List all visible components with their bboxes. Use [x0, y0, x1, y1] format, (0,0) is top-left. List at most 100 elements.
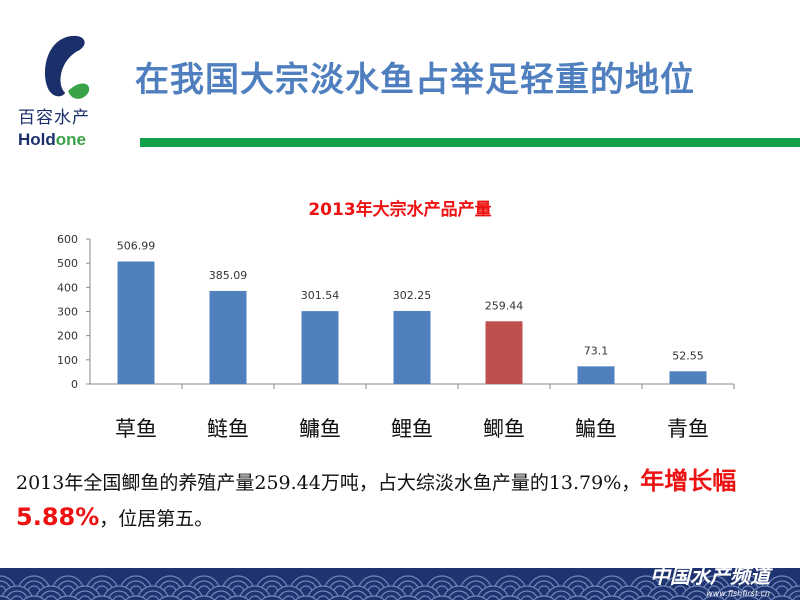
- wave-pattern: [170, 585, 204, 600]
- wave-pattern: [374, 585, 408, 600]
- category-label: 草鱼: [115, 417, 157, 441]
- wave-pattern: [328, 595, 352, 600]
- wave-pattern: [554, 595, 568, 600]
- page-title: 在我国大宗淡水鱼占举足轻重的地位: [135, 60, 695, 100]
- y-tick-label: 600: [57, 233, 78, 246]
- growth-highlight: 年增长幅5.88%: [16, 467, 737, 531]
- wave-pattern: [753, 590, 777, 600]
- wave-pattern: [476, 585, 510, 600]
- wave-pattern: [226, 595, 250, 600]
- chart-title: 2013年大宗水产品产量: [308, 199, 491, 220]
- wave-pattern: [408, 585, 442, 600]
- wave-pattern: [316, 595, 330, 600]
- wave-pattern: [464, 595, 488, 600]
- wave-pattern: [350, 595, 364, 600]
- wave-pattern: [452, 595, 466, 600]
- wave-pattern: [362, 595, 386, 600]
- wave-pattern: [612, 585, 646, 600]
- wave-pattern: [146, 595, 160, 600]
- wave-pattern: [719, 590, 743, 600]
- bar-鲤鱼: [393, 310, 431, 384]
- wave-pattern: [498, 595, 522, 600]
- wave-pattern: [248, 595, 262, 600]
- y-tick-label: 100: [57, 354, 78, 367]
- category-label: 鲢鱼: [207, 417, 249, 441]
- logo-en-text: Holdone: [18, 130, 87, 149]
- wave-pattern: [5, 590, 29, 600]
- data-label: 259.44: [485, 299, 524, 312]
- wave-pattern: [430, 595, 454, 600]
- y-tick-label: 400: [57, 281, 78, 294]
- wave-pattern: [702, 595, 726, 600]
- wave-pattern: [792, 595, 800, 600]
- wave-pattern: [685, 590, 709, 600]
- wave-pattern: [90, 595, 114, 600]
- wave-pattern: [588, 595, 602, 600]
- wave-pattern: [634, 595, 658, 600]
- wave-pattern: [396, 595, 420, 600]
- data-label: 52.55: [672, 349, 704, 362]
- watermark-url: www.fishfirst.cn: [706, 589, 770, 598]
- wave-pattern: [770, 595, 794, 600]
- wave-pattern: [102, 585, 136, 600]
- wave-pattern: [141, 590, 165, 600]
- wave-pattern: [124, 595, 148, 600]
- data-label: 302.25: [393, 289, 432, 302]
- wave-pattern: [192, 595, 216, 600]
- bar-鲫鱼: [485, 321, 523, 384]
- wave-pattern: [758, 595, 772, 600]
- y-tick-label: 300: [57, 306, 78, 319]
- wave-pattern: [520, 595, 534, 600]
- footer-wave-banner: [0, 568, 800, 600]
- wave-pattern: [294, 595, 318, 600]
- wave-pattern: [481, 590, 505, 600]
- data-label: 385.09: [209, 269, 248, 282]
- category-label: 鳙鱼: [299, 417, 341, 441]
- wave-pattern: [56, 595, 80, 600]
- wave-pattern: [238, 585, 272, 600]
- description: 2013年全国鲫鱼的养殖产量259.44万吨，占大综淡水鱼产量的13.79%，年…: [16, 464, 786, 536]
- wave-pattern: [418, 595, 432, 600]
- wave-pattern: [748, 585, 782, 600]
- wave-pattern: [549, 590, 573, 600]
- bar-鳊鱼: [577, 366, 615, 384]
- wave-pattern: [158, 595, 182, 600]
- y-tick-label: 0: [71, 378, 78, 391]
- data-label: 301.54: [301, 289, 340, 302]
- y-tick-label: 500: [57, 257, 78, 270]
- wave-pattern: [413, 590, 437, 600]
- y-tick-label: 200: [57, 330, 78, 343]
- wave-pattern: [311, 590, 335, 600]
- category-label: 青鱼: [667, 417, 709, 441]
- wave-pattern: [0, 585, 34, 600]
- wave-pattern: [180, 595, 194, 600]
- wave-pattern: [204, 585, 238, 600]
- wave-pattern: [243, 590, 267, 600]
- wave-pattern: [668, 595, 692, 600]
- logo-cn-text: 百容水产: [18, 108, 90, 128]
- bar-草鱼: [117, 261, 155, 384]
- wave-pattern: [510, 585, 544, 600]
- wave-pattern: [787, 590, 800, 600]
- bar-鲢鱼: [209, 290, 247, 384]
- description-tail: ，位居第五。: [99, 508, 214, 530]
- wave-pattern: [583, 590, 607, 600]
- wave-pattern: [379, 590, 403, 600]
- wave-pattern: [34, 585, 68, 600]
- wave-pattern: [442, 585, 476, 600]
- wave-pattern: [736, 595, 760, 600]
- wave-pattern: [112, 595, 126, 600]
- wave-pattern: [578, 585, 612, 600]
- wave-pattern: [714, 585, 748, 600]
- wave-pattern: [515, 590, 539, 600]
- holdone-logo-icon: [45, 35, 90, 99]
- wave-pattern: [345, 590, 369, 600]
- wave-pattern: [209, 590, 233, 600]
- wave-pattern: [651, 590, 675, 600]
- data-label: 73.1: [584, 344, 609, 357]
- category-label: 鳊鱼: [575, 417, 617, 441]
- wave-pattern: [277, 590, 301, 600]
- wave-pattern: [680, 585, 714, 600]
- wave-pattern: [0, 595, 12, 600]
- wave-pattern: [544, 585, 578, 600]
